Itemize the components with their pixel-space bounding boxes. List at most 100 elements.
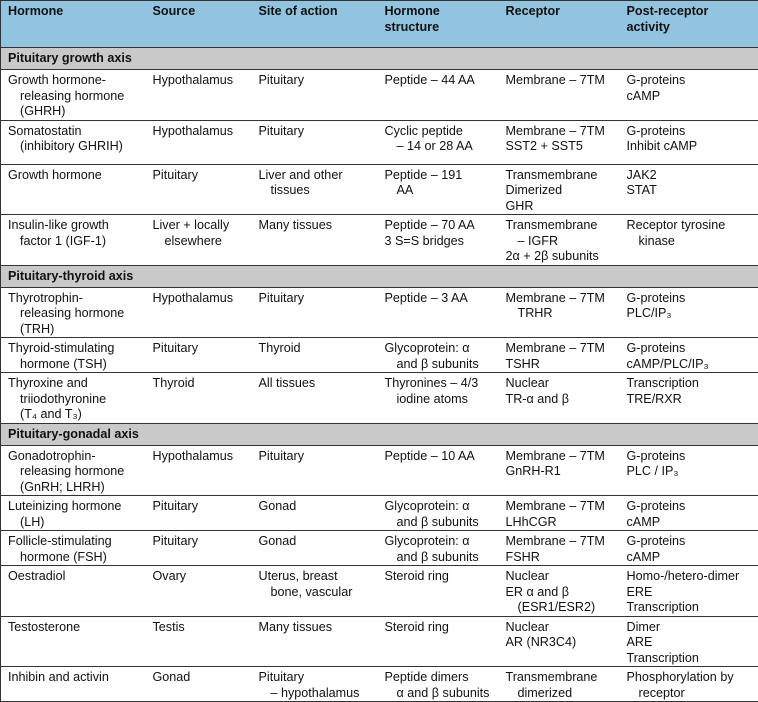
cell-line: Thyroxine and xyxy=(8,376,142,392)
cell-line: ERE xyxy=(627,585,755,601)
cell-line: Transcription xyxy=(627,651,755,667)
cell-hormone-structure: Peptide – 10 AA xyxy=(378,445,499,496)
cell-site-of-action: All tissues xyxy=(252,373,378,424)
cell-site-of-action: Pituitary xyxy=(252,70,378,121)
cell-line: and β subunits xyxy=(385,357,495,373)
cell-line: Pituitary xyxy=(259,449,374,465)
cell-line: STAT xyxy=(627,183,755,199)
cell-line: Testosterone xyxy=(8,620,142,636)
cell-line: Membrane – 7TM xyxy=(506,291,616,307)
cell-line: Gonad xyxy=(259,499,374,515)
cell-line: Growth hormone- xyxy=(8,73,142,89)
cell-line: PLC/IP₃ xyxy=(627,306,755,322)
cell-site-of-action: Pituitary xyxy=(252,445,378,496)
cell-line: hormone (TSH) xyxy=(8,357,142,373)
cell-line: Peptide – 70 AA xyxy=(385,218,495,234)
cell-line: Nuclear xyxy=(506,376,616,392)
cell-line: Insulin-like growth xyxy=(8,218,142,234)
cell-line: LHhCGR xyxy=(506,515,616,531)
cell-line: releasing hormone xyxy=(8,464,142,480)
cell-line: GHR xyxy=(506,199,616,215)
cell-line: Membrane – 7TM xyxy=(506,449,616,465)
cell-line: G-proteins xyxy=(627,449,755,465)
section-row: Pituitary-gonadal axis xyxy=(1,423,758,445)
cell-line: G-proteins xyxy=(627,124,755,140)
cell-line: iodine atoms xyxy=(385,392,495,408)
cell-line: Peptide – 44 AA xyxy=(385,73,495,89)
header-line: Post-receptor xyxy=(627,4,755,20)
cell-hormone: Thyrotrophin-releasing hormone(TRH) xyxy=(1,287,146,338)
cell-line: (GHRH) xyxy=(8,104,142,120)
cell-line: – hypothalamus xyxy=(259,686,374,702)
cell-line: Hypothalamus xyxy=(153,449,248,465)
cell-line: Membrane – 7TM xyxy=(506,534,616,550)
cell-site-of-action: Many tissues xyxy=(252,616,378,667)
section-title: Pituitary-gonadal axis xyxy=(1,423,758,445)
table-row: Thyrotrophin-releasing hormone(TRH)Hypot… xyxy=(1,287,758,338)
cell-line: bone, vascular xyxy=(259,585,374,601)
cell-line: JAK2 xyxy=(627,168,755,184)
cell-line: and β subunits xyxy=(385,550,495,566)
cell-line: Membrane – 7TM xyxy=(506,499,616,515)
cell-line: Steroid ring xyxy=(385,620,495,636)
cell-hormone-structure: Steroid ring xyxy=(378,616,499,667)
cell-hormone: Oestradiol xyxy=(1,566,146,617)
cell-line: releasing hormone xyxy=(8,306,142,322)
cell-site-of-action: Many tissues xyxy=(252,215,378,266)
cell-hormone: Growth hormone xyxy=(1,164,146,215)
cell-line: Hypothalamus xyxy=(153,73,248,89)
column-header-site-of-action: Site of action xyxy=(252,1,378,48)
cell-line: releasing hormone xyxy=(8,89,142,105)
cell-line: G-proteins xyxy=(627,73,755,89)
cell-line: ER α and β xyxy=(506,585,616,601)
cell-line: Thyrotrophin- xyxy=(8,291,142,307)
cell-line: Testis xyxy=(153,620,248,636)
cell-line: Membrane – 7TM xyxy=(506,124,616,140)
cell-site-of-action: Pituitary– hypothalamus xyxy=(252,667,378,702)
cell-line: SST2 + SST5 xyxy=(506,139,616,155)
cell-line: Receptor tyrosine xyxy=(627,218,755,234)
cell-hormone: Growth hormone-releasing hormone(GHRH) xyxy=(1,70,146,121)
cell-hormone-structure: Steroid ring xyxy=(378,566,499,617)
cell-line: Hypothalamus xyxy=(153,124,248,140)
header-line: Receptor xyxy=(506,4,616,20)
cell-line: Ovary xyxy=(153,569,248,585)
cell-line: G-proteins xyxy=(627,534,755,550)
cell-line: Gonad xyxy=(153,670,248,686)
cell-line: TRHR xyxy=(506,306,616,322)
cell-line: Homo-/hetero-dimer xyxy=(627,569,755,585)
cell-line: Liver and other xyxy=(259,168,374,184)
cell-line: Phosphorylation by xyxy=(627,670,755,686)
section-row: Pituitary-thyroid axis xyxy=(1,265,758,287)
cell-line: Somatostatin xyxy=(8,124,142,140)
cell-line: – 14 or 28 AA xyxy=(385,139,495,155)
